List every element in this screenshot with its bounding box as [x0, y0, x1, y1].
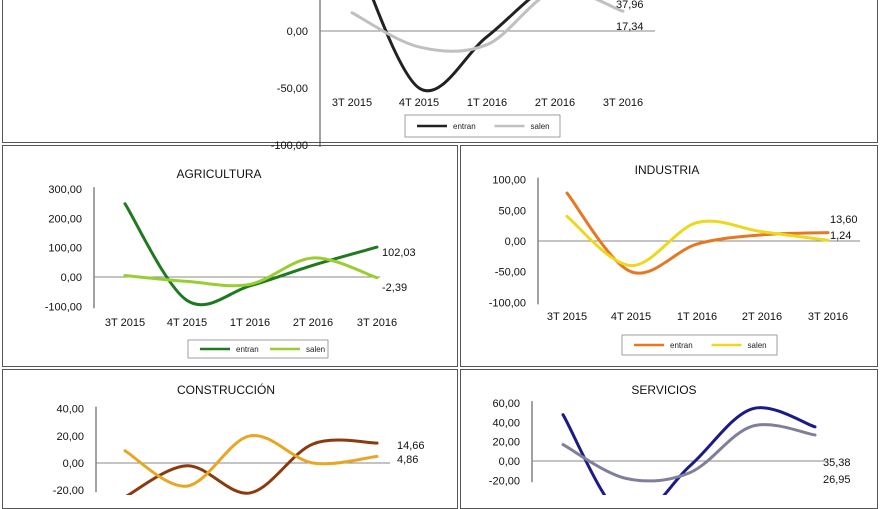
legend-label-entran: entran	[453, 122, 476, 131]
y-tick-label: 0,00	[63, 458, 84, 470]
y-tick-label: -100,00	[271, 140, 308, 152]
y-tick-label: -20,00	[53, 485, 84, 495]
legend-label-salen: salen	[531, 122, 550, 131]
y-tick-label: -20,00	[489, 475, 520, 487]
chart-title: SERVICIOS	[631, 383, 696, 397]
data-label-salen: 4,86	[397, 454, 418, 466]
x-tick-label: 3T 2015	[547, 311, 587, 323]
chart-title: CONSTRUCCIÓN	[177, 382, 275, 397]
charts-svg: -100,00 -50,00 0,00 50,00 3T 2015 4T 2015 1T 2…	[0, 0, 880, 495]
y-tick-label: -100,00	[489, 297, 526, 309]
x-tick-label: 3T 2016	[357, 317, 397, 329]
y-tick-label: 40,00	[492, 417, 520, 429]
x-tick-label: 4T 2015	[399, 97, 439, 109]
y-tick-label: 40,00	[56, 404, 84, 416]
series-line-salen	[563, 425, 815, 481]
series-line-entran	[563, 408, 815, 495]
x-tick-label: 4T 2015	[611, 311, 651, 323]
y-tick-label: 0,00	[61, 272, 82, 284]
chart-construcción: CONSTRUCCIÓN -20,00 0,00 20,00 40,00 14,66 4,8…	[53, 382, 425, 495]
y-tick-label: -100,00	[45, 301, 82, 313]
series-line-entran	[125, 440, 377, 495]
y-tick-label: -50,00	[277, 83, 308, 95]
y-tick-label: -50,00	[495, 267, 526, 279]
legend-label-salen: salen	[306, 345, 325, 354]
x-tick-label: 4T 2015	[167, 317, 207, 329]
x-tick-label: 1T 2016	[230, 317, 270, 329]
x-tick-label: 2T 2016	[535, 97, 575, 109]
y-tick-label: 0,00	[499, 456, 520, 468]
y-tick-label: 300,00	[48, 184, 82, 196]
chart-title: INDUSTRIA	[635, 163, 700, 177]
y-tick-label: 60,00	[492, 398, 520, 410]
chart-agricultura: AGRICULTURA -100,00 0,00 100,00 200,00 300,00…	[45, 167, 416, 358]
x-tick-label: 3T 2016	[603, 97, 643, 109]
legend-label-entran: entran	[236, 345, 259, 354]
x-tick-label: 3T 2015	[332, 97, 372, 109]
chart-industria: INDUSTRIA -100,00 -50,00 0,00 50,00 100,00 3T …	[489, 163, 860, 355]
data-label-salen: 17,34	[616, 21, 644, 33]
data-label-salen: 1,24	[830, 230, 851, 242]
series-line-entran	[567, 193, 828, 273]
y-tick-label: 0,00	[287, 26, 308, 38]
series-line-entran	[125, 204, 377, 305]
x-tick-label: 1T 2016	[677, 311, 717, 323]
data-label-entran: 102,03	[382, 247, 416, 259]
series-line-salen	[125, 435, 377, 486]
data-label-entran: 14,66	[397, 440, 425, 452]
x-tick-label: 2T 2016	[742, 311, 782, 323]
chart-title: AGRICULTURA	[176, 167, 261, 181]
legend-label-salen: salen	[748, 341, 767, 350]
y-tick-label: 0,00	[505, 236, 526, 248]
chart-servicios: SERVICIOS -20,00 0,00 20,00 40,00 60,00 35,38 2…	[489, 383, 851, 495]
data-label-entran: 13,60	[830, 214, 858, 226]
x-tick-label: 3T 2016	[808, 311, 848, 323]
y-tick-label: 200,00	[48, 213, 82, 225]
y-tick-label: 20,00	[492, 437, 520, 449]
legend-label-entran: entran	[670, 341, 693, 350]
y-tick-label: 100,00	[48, 243, 82, 255]
x-tick-label: 1T 2016	[467, 97, 507, 109]
data-label-salen: 26,95	[823, 474, 851, 486]
data-label-salen: -2,39	[382, 282, 407, 294]
y-tick-label: 50,00	[498, 205, 526, 217]
x-tick-label: 2T 2016	[293, 317, 333, 329]
data-label-entran: 35,38	[823, 457, 851, 469]
y-tick-label: 20,00	[56, 431, 84, 443]
y-tick-label: 100,00	[492, 175, 526, 187]
x-tick-label: 3T 2015	[105, 317, 145, 329]
